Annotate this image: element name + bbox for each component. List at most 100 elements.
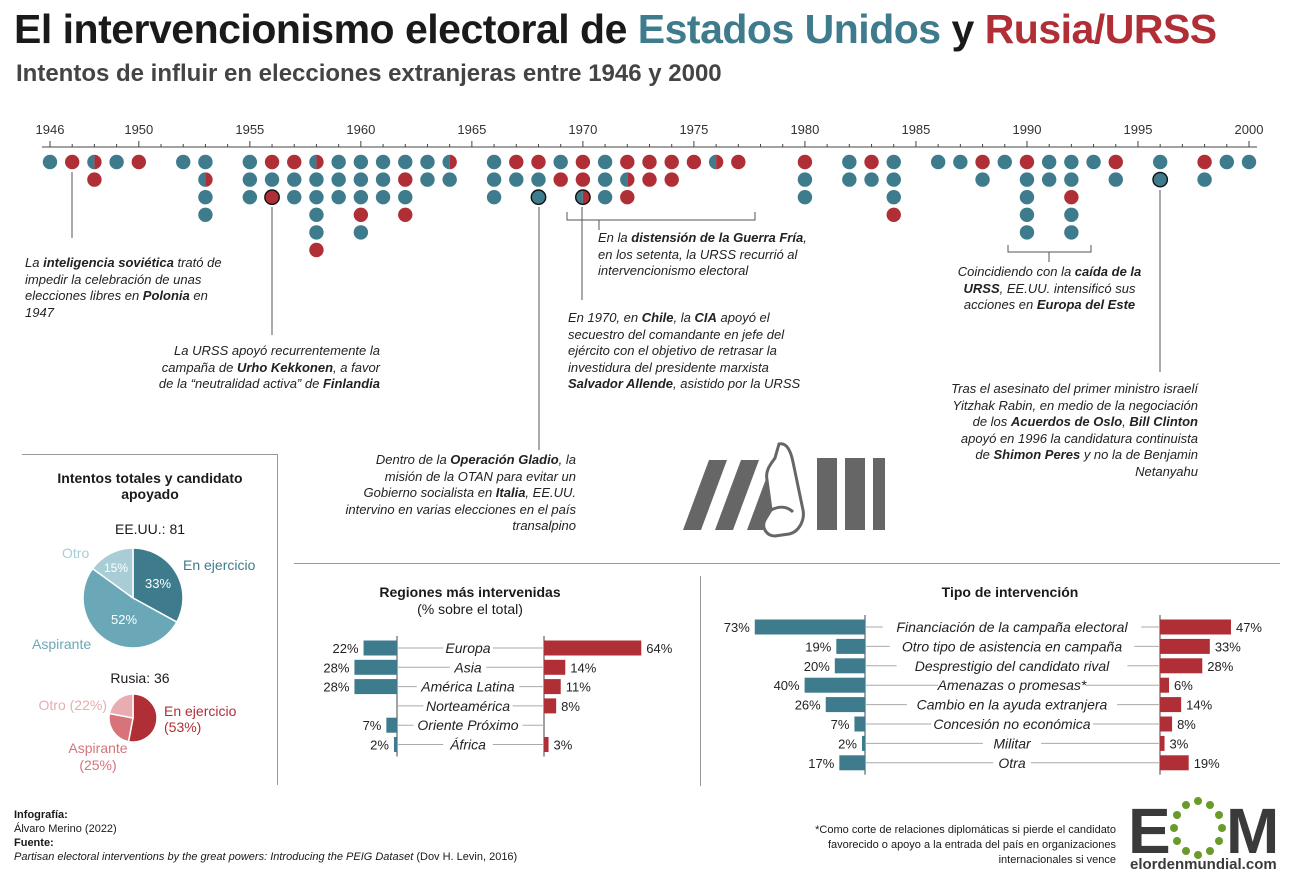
bar-ru — [1160, 638, 1210, 654]
timeline-dot-us — [1241, 154, 1257, 170]
timeline-dot-ru — [886, 207, 901, 222]
timeline-dot-ru — [664, 172, 679, 187]
timeline-dot-us-half — [620, 172, 628, 187]
timeline-dot-us — [375, 154, 391, 170]
bar-us-value: 2% — [838, 736, 857, 751]
bar-ru — [1160, 677, 1170, 693]
timeline-dot-us — [886, 154, 901, 170]
bar-us — [861, 735, 865, 751]
timeline-dot-us — [1019, 172, 1035, 187]
title-us: Estados Unidos — [637, 6, 941, 52]
timeline-dot-us — [486, 172, 502, 187]
timeline-dot-ru — [398, 172, 413, 187]
bar-ru — [1160, 658, 1203, 674]
timeline-dot-us — [109, 154, 124, 170]
timeline-dot-ru — [642, 154, 657, 170]
pie-slice — [108, 712, 134, 743]
bar-ru — [544, 659, 566, 675]
bar-us-value: 19% — [805, 639, 831, 654]
timeline-dot-us — [309, 207, 324, 222]
timeline-dot-us — [1064, 207, 1079, 222]
bar-ru-value: 14% — [570, 660, 596, 675]
timeline-dot-us — [309, 225, 324, 240]
bar-ru — [544, 679, 561, 695]
timeline-dot-us — [842, 154, 857, 170]
pie-slice — [82, 567, 178, 649]
pie-charts: 33% 52% 15% En ejercicio Aspirante Otro En eje… — [32, 545, 256, 773]
timeline-dot-us — [997, 154, 1012, 170]
timeline-dot-ru — [1064, 190, 1079, 205]
bar-category-label: Otro tipo de asistencia en campaña — [902, 638, 1122, 654]
bar-ru — [544, 640, 642, 656]
bar-category-label: Militar — [993, 735, 1032, 751]
timeline-dot-us — [442, 172, 457, 187]
bar-category-bg — [413, 716, 523, 735]
regions-subtitle: (% sobre el total) — [417, 601, 523, 617]
annotation-chile: En 1970, en Chile, la CIA apoyó el secue… — [568, 310, 801, 391]
bar-category-bg — [938, 676, 1086, 695]
timeline-dot-ru — [264, 154, 280, 170]
ballot-hand-icon — [683, 442, 885, 538]
bar-us-value: 7% — [831, 717, 850, 732]
bar-ru-value: 8% — [1177, 717, 1196, 732]
timeline-dot-us — [398, 154, 413, 170]
pie-legend-ru-ejercicio: En ejercicio — [164, 703, 237, 719]
timeline-dot-us — [1064, 172, 1079, 187]
panel-divider — [294, 563, 1280, 564]
bar-ru-value: 47% — [1236, 620, 1262, 635]
timeline-dot-us — [864, 172, 879, 187]
bar-category-bg — [449, 658, 487, 677]
bar-ru-value: 8% — [561, 699, 580, 714]
bar-ru — [1160, 755, 1189, 771]
title-ru: Rusia/URSS — [984, 6, 1217, 52]
timeline-dot-us — [1086, 154, 1101, 170]
timeline-dot-us-half — [309, 154, 317, 170]
pie-label-us-aspirante: 52% — [111, 612, 137, 627]
timeline-dot-us-half — [575, 190, 583, 205]
totals-panel — [22, 454, 278, 785]
timeline-tick-label: 1950 — [124, 122, 153, 137]
annotation-kekkonen: La URSS apoyó recurrentemente la campaña… — [158, 343, 380, 391]
pie-slice — [127, 693, 158, 743]
timeline-dot-ru-half — [205, 172, 213, 187]
timeline-dot-ru — [731, 154, 746, 170]
bar-ru-value: 33% — [1215, 639, 1241, 654]
bar-us-value: 40% — [774, 678, 800, 693]
timeline-dot-ru — [398, 207, 413, 222]
timeline-dot-us — [375, 190, 391, 205]
timeline-tick-label: 1955 — [235, 122, 264, 137]
pie-legend-ru-aspirante: Aspirante — [68, 740, 127, 756]
timeline-dot-us — [264, 172, 280, 187]
timeline-dot-us — [287, 172, 302, 187]
bar-category-label: Financiación de la campaña electoral — [896, 619, 1128, 635]
timeline-dot-ru — [264, 189, 280, 206]
timeline-dot-us — [886, 190, 901, 205]
bar-ru — [544, 737, 549, 752]
timeline-dot-ru — [353, 207, 369, 222]
bar-ru-value: 28% — [1207, 659, 1233, 674]
bar-ru-value: 64% — [646, 641, 672, 656]
timeline-dot-us-half — [198, 172, 206, 187]
timeline-dot-us — [1041, 154, 1057, 170]
logo-site: elordenmundial.com — [1130, 856, 1277, 871]
timeline-dot-us — [797, 190, 813, 205]
timeline-dot-us — [597, 190, 613, 205]
timeline-tick-label: 1960 — [346, 122, 375, 137]
timeline-dot-us — [842, 172, 857, 187]
timeline-dot-us — [353, 225, 369, 240]
bar-category-bg — [896, 656, 1128, 675]
annotation-rabin: Tras el asesinato del primer ministro is… — [951, 381, 1198, 479]
bar-us — [354, 659, 397, 675]
bar-ru-value: 11% — [566, 680, 591, 695]
logo-globe-dots — [1170, 797, 1226, 859]
timeline-dot-us — [398, 190, 413, 205]
timeline-dot-ru — [664, 154, 679, 170]
timeline-dot-ru-half — [316, 154, 324, 170]
timeline-dot-us — [1019, 190, 1035, 205]
timeline-dot-ru — [131, 154, 147, 170]
timeline-dot-us — [198, 207, 213, 222]
pie-legend-us-otro: Otro — [62, 545, 89, 561]
timeline-dot-us — [176, 154, 191, 170]
credits: Infografía: Álvaro Merino (2022) Fuente:… — [14, 809, 518, 863]
timeline-dot-us — [331, 190, 346, 205]
